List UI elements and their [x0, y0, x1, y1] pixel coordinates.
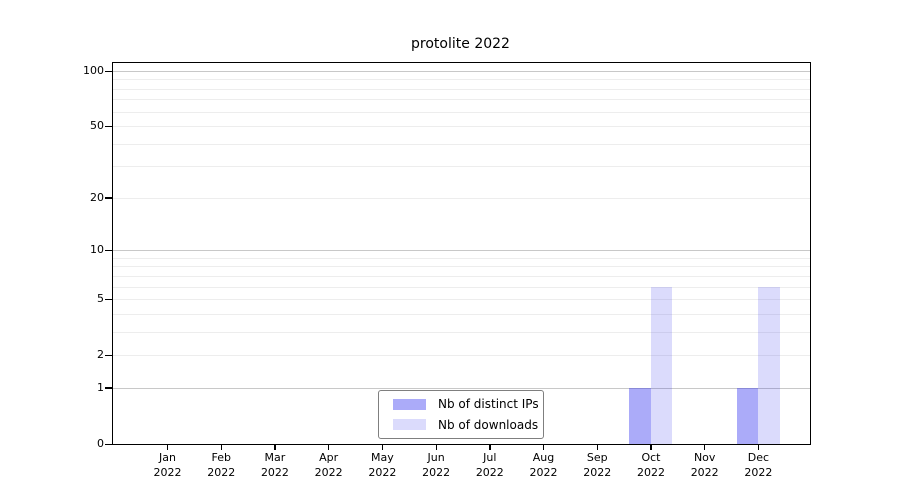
x-tick-label-mar: Mar 2022 [260, 451, 289, 479]
y-tick-label: 10 [90, 243, 104, 257]
y-tick-label: 2 [97, 348, 104, 362]
gridline-minor [113, 99, 810, 101]
gridline-minor [113, 331, 810, 333]
y-tick-mark [105, 443, 112, 445]
x-tick-mark [543, 444, 545, 450]
x-tick-label-jun: Jun 2022 [422, 451, 451, 479]
y-tick-label: 100 [83, 64, 104, 77]
y-tick-label: 0 [97, 437, 104, 450]
gridline-minor [113, 275, 810, 277]
legend-item-downloads: Nb of downloads [393, 418, 543, 432]
gridline-major [113, 250, 810, 252]
x-tick-label-nov: Nov 2022 [690, 451, 719, 479]
x-tick-label-sep: Sep 2022 [583, 451, 612, 479]
legend-swatch-distinct-ips [393, 398, 426, 410]
gridline-minor [113, 299, 810, 301]
y-tick-mark [105, 70, 112, 72]
chart-title: protolite 2022 [411, 36, 510, 52]
bar-distinct-ips-dec [736, 387, 759, 444]
y-tick-mark [105, 387, 112, 389]
x-tick-label-apr: Apr 2022 [314, 451, 343, 479]
bar-downloads-oct [650, 286, 673, 444]
x-tick-mark [757, 444, 760, 450]
gridline-minor [113, 266, 810, 268]
plot-area [112, 62, 811, 445]
y-tick-mark [105, 354, 112, 356]
x-tick-label-jan: Jan 2022 [153, 451, 182, 479]
x-tick-mark [704, 444, 706, 450]
gridline-major [113, 387, 810, 389]
legend-swatch-downloads [393, 419, 426, 431]
x-tick-mark [167, 444, 169, 450]
x-tick-mark [274, 444, 276, 450]
bar-distinct-ips-oct [629, 387, 651, 444]
x-tick-mark [650, 444, 652, 450]
y-tick-mark [105, 298, 112, 300]
gridline-minor [113, 88, 810, 90]
y-tick-label: 20 [90, 190, 104, 204]
gridline-minor [113, 166, 810, 168]
gridline-minor [113, 355, 810, 357]
gridline-minor [113, 79, 810, 81]
y-tick-label: 1 [97, 380, 104, 394]
gridline-major [113, 71, 810, 72]
y-tick-mark [105, 249, 112, 251]
x-tick-mark [596, 444, 598, 450]
x-tick-mark [220, 444, 222, 450]
x-tick-mark [489, 444, 491, 450]
x-tick-label-dec: Dec 2022 [744, 451, 773, 479]
legend-item-distinct-ips: Nb of distinct IPs [393, 397, 543, 411]
y-tick-label: 50 [90, 119, 104, 133]
gridline-minor [113, 313, 810, 315]
x-tick-mark [328, 444, 330, 450]
bar-downloads-dec [758, 286, 780, 444]
x-tick-label-oct: Oct 2022 [636, 451, 665, 479]
x-tick-mark [435, 444, 437, 450]
y-tick-mark [105, 197, 112, 199]
legend-label-downloads: Nb of downloads [438, 417, 539, 432]
legend: Nb of distinct IPs Nb of downloads [378, 390, 544, 439]
gridline-minor [113, 286, 810, 288]
x-tick-label-jul: Jul 2022 [475, 451, 504, 479]
x-tick-label-feb: Feb 2022 [207, 451, 236, 479]
gridline-minor [113, 197, 810, 199]
x-tick-mark [381, 444, 384, 450]
gridline-minor [113, 257, 810, 259]
y-tick-label: 5 [97, 292, 104, 306]
x-tick-label-aug: Aug 2022 [529, 451, 558, 479]
gridline-minor [113, 111, 810, 113]
legend-label-distinct-ips: Nb of distinct IPs [438, 397, 539, 412]
y-tick-mark [105, 125, 112, 127]
gridline-minor [113, 143, 810, 145]
gridline-minor [113, 126, 810, 128]
x-tick-label-may: May 2022 [368, 451, 397, 479]
